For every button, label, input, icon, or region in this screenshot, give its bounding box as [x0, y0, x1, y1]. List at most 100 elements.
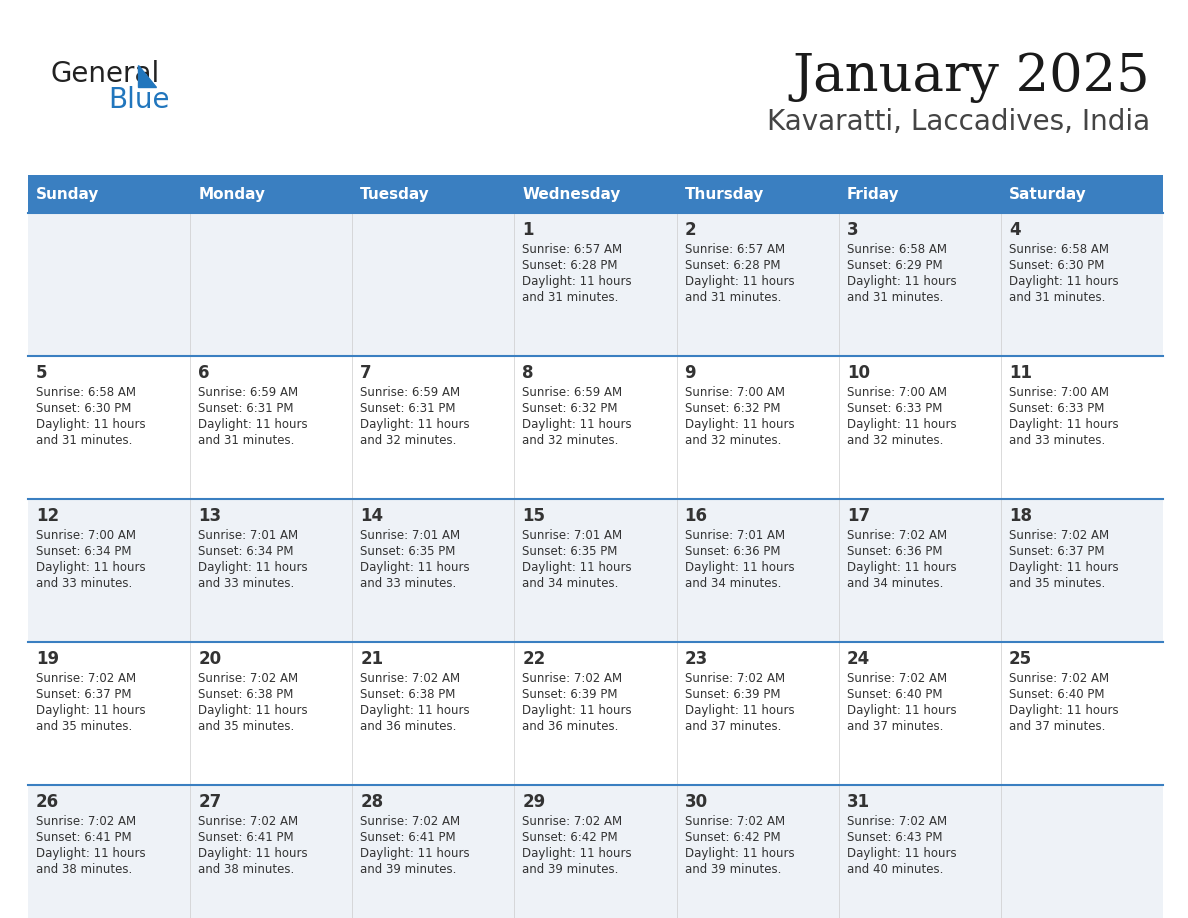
Text: 21: 21 [360, 650, 384, 668]
Text: Monday: Monday [198, 186, 265, 201]
Text: Sunrise: 6:58 AM: Sunrise: 6:58 AM [847, 243, 947, 256]
Text: Sunrise: 7:01 AM: Sunrise: 7:01 AM [198, 529, 298, 542]
Text: and 38 minutes.: and 38 minutes. [36, 863, 132, 876]
Text: Sunset: 6:42 PM: Sunset: 6:42 PM [523, 831, 618, 844]
Text: and 36 minutes.: and 36 minutes. [523, 720, 619, 733]
Text: Daylight: 11 hours: Daylight: 11 hours [36, 561, 146, 574]
Text: and 35 minutes.: and 35 minutes. [36, 720, 132, 733]
Text: Friday: Friday [847, 186, 899, 201]
Text: Sunrise: 7:02 AM: Sunrise: 7:02 AM [198, 815, 298, 828]
Text: Daylight: 11 hours: Daylight: 11 hours [360, 418, 470, 431]
Text: Sunrise: 7:00 AM: Sunrise: 7:00 AM [36, 529, 135, 542]
Bar [190, 175, 353, 213]
Text: Blue: Blue [108, 86, 170, 114]
Text: Sunrise: 7:02 AM: Sunrise: 7:02 AM [847, 672, 947, 685]
Text: and 31 minutes.: and 31 minutes. [1009, 291, 1105, 304]
Text: Sunset: 6:28 PM: Sunset: 6:28 PM [523, 259, 618, 272]
Text: Daylight: 11 hours: Daylight: 11 hours [1009, 418, 1118, 431]
Text: 19: 19 [36, 650, 59, 668]
Text: Sunset: 6:29 PM: Sunset: 6:29 PM [847, 259, 942, 272]
Text: Kavaratti, Laccadives, India: Kavaratti, Laccadives, India [767, 108, 1150, 136]
Text: Sunset: 6:31 PM: Sunset: 6:31 PM [198, 402, 293, 415]
Text: Sunset: 6:37 PM: Sunset: 6:37 PM [36, 688, 132, 701]
Text: Sunset: 6:42 PM: Sunset: 6:42 PM [684, 831, 781, 844]
Text: 15: 15 [523, 507, 545, 525]
Text: Sunset: 6:38 PM: Sunset: 6:38 PM [360, 688, 456, 701]
Text: and 34 minutes.: and 34 minutes. [684, 577, 781, 590]
Text: Sunset: 6:33 PM: Sunset: 6:33 PM [1009, 402, 1104, 415]
Bar [29, 175, 190, 213]
Text: 3: 3 [847, 221, 859, 239]
Text: Daylight: 11 hours: Daylight: 11 hours [198, 704, 308, 717]
Text: 17: 17 [847, 507, 870, 525]
Text: 20: 20 [198, 650, 221, 668]
Text: Daylight: 11 hours: Daylight: 11 hours [847, 561, 956, 574]
Text: Sunset: 6:39 PM: Sunset: 6:39 PM [684, 688, 781, 701]
Text: 28: 28 [360, 793, 384, 811]
Text: Sunset: 6:35 PM: Sunset: 6:35 PM [523, 545, 618, 558]
Text: 24: 24 [847, 650, 870, 668]
Text: Sunday: Sunday [36, 186, 100, 201]
Text: Sunset: 6:30 PM: Sunset: 6:30 PM [36, 402, 132, 415]
Text: 6: 6 [198, 364, 209, 382]
Text: 2: 2 [684, 221, 696, 239]
Text: and 33 minutes.: and 33 minutes. [1009, 434, 1105, 447]
Text: Sunset: 6:33 PM: Sunset: 6:33 PM [847, 402, 942, 415]
Text: Sunrise: 6:59 AM: Sunrise: 6:59 AM [360, 386, 461, 399]
Text: Daylight: 11 hours: Daylight: 11 hours [847, 704, 956, 717]
Text: Daylight: 11 hours: Daylight: 11 hours [36, 847, 146, 860]
Text: and 31 minutes.: and 31 minutes. [36, 434, 132, 447]
Text: 4: 4 [1009, 221, 1020, 239]
Text: Daylight: 11 hours: Daylight: 11 hours [360, 561, 470, 574]
Text: and 34 minutes.: and 34 minutes. [523, 577, 619, 590]
Text: Sunset: 6:41 PM: Sunset: 6:41 PM [36, 831, 132, 844]
Bar [29, 356, 1163, 499]
Text: Daylight: 11 hours: Daylight: 11 hours [1009, 704, 1118, 717]
Text: Saturday: Saturday [1009, 186, 1087, 201]
Text: Sunset: 6:34 PM: Sunset: 6:34 PM [36, 545, 132, 558]
Text: 14: 14 [360, 507, 384, 525]
Text: Sunset: 6:40 PM: Sunset: 6:40 PM [1009, 688, 1105, 701]
Text: and 36 minutes.: and 36 minutes. [360, 720, 456, 733]
Text: Sunrise: 7:01 AM: Sunrise: 7:01 AM [523, 529, 623, 542]
Text: Daylight: 11 hours: Daylight: 11 hours [684, 561, 795, 574]
Text: and 33 minutes.: and 33 minutes. [36, 577, 132, 590]
Text: 11: 11 [1009, 364, 1032, 382]
Text: and 39 minutes.: and 39 minutes. [523, 863, 619, 876]
Text: Sunset: 6:39 PM: Sunset: 6:39 PM [523, 688, 618, 701]
Text: Sunrise: 7:00 AM: Sunrise: 7:00 AM [1009, 386, 1108, 399]
Text: 13: 13 [198, 507, 221, 525]
Text: 9: 9 [684, 364, 696, 382]
Text: and 31 minutes.: and 31 minutes. [523, 291, 619, 304]
Text: Sunrise: 7:02 AM: Sunrise: 7:02 AM [1009, 672, 1108, 685]
Text: and 37 minutes.: and 37 minutes. [1009, 720, 1105, 733]
Text: and 31 minutes.: and 31 minutes. [684, 291, 781, 304]
Text: Tuesday: Tuesday [360, 186, 430, 201]
Text: Sunrise: 7:02 AM: Sunrise: 7:02 AM [684, 672, 785, 685]
Bar [29, 213, 1163, 356]
Text: Sunset: 6:37 PM: Sunset: 6:37 PM [1009, 545, 1105, 558]
Text: Daylight: 11 hours: Daylight: 11 hours [847, 275, 956, 288]
Text: Sunrise: 7:02 AM: Sunrise: 7:02 AM [684, 815, 785, 828]
Text: January 2025: January 2025 [792, 52, 1150, 103]
Text: and 39 minutes.: and 39 minutes. [684, 863, 781, 876]
Text: Sunrise: 6:58 AM: Sunrise: 6:58 AM [36, 386, 135, 399]
Text: Sunset: 6:32 PM: Sunset: 6:32 PM [523, 402, 618, 415]
Text: Daylight: 11 hours: Daylight: 11 hours [198, 418, 308, 431]
Text: 31: 31 [847, 793, 870, 811]
Text: and 32 minutes.: and 32 minutes. [684, 434, 781, 447]
Bar [353, 175, 514, 213]
Text: 5: 5 [36, 364, 48, 382]
Bar [29, 642, 1163, 785]
Text: Sunrise: 7:02 AM: Sunrise: 7:02 AM [847, 815, 947, 828]
Bar [29, 785, 1163, 918]
Text: Sunrise: 7:01 AM: Sunrise: 7:01 AM [360, 529, 461, 542]
Text: 25: 25 [1009, 650, 1032, 668]
Text: and 34 minutes.: and 34 minutes. [847, 577, 943, 590]
Text: Sunset: 6:35 PM: Sunset: 6:35 PM [360, 545, 456, 558]
Bar [514, 175, 677, 213]
Text: Sunset: 6:28 PM: Sunset: 6:28 PM [684, 259, 781, 272]
Text: Daylight: 11 hours: Daylight: 11 hours [847, 847, 956, 860]
Text: Sunrise: 6:57 AM: Sunrise: 6:57 AM [684, 243, 785, 256]
Text: 8: 8 [523, 364, 533, 382]
